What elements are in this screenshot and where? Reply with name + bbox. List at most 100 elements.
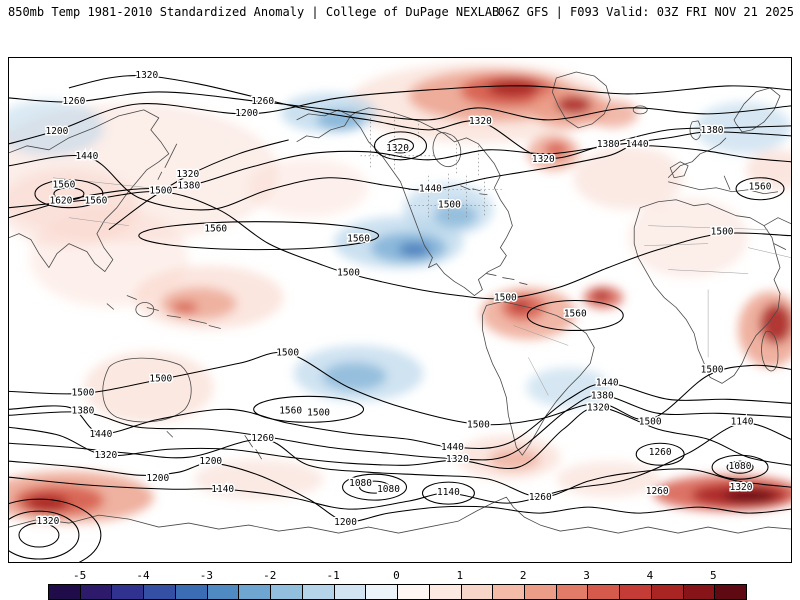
colorbar-segment: [144, 585, 176, 599]
contour-label: 1320: [386, 143, 409, 154]
contour-label: 1320: [730, 482, 753, 493]
contour-label: 1560: [749, 182, 772, 193]
colorbar-tick: 1: [456, 569, 464, 582]
colorbar-segment: [525, 585, 557, 599]
height-contour-closed: [34, 179, 104, 209]
contour-label: 1320: [469, 116, 492, 127]
anomaly-blob: [171, 301, 198, 314]
anomaly-blob: [628, 197, 749, 278]
contour-label: 1260: [649, 447, 672, 458]
colorbar-tick: -5: [73, 569, 87, 582]
contour-label: 1320: [176, 169, 199, 180]
colorbar-segment: [80, 585, 113, 599]
colorbar-segment: [175, 585, 208, 599]
height-contour-line: [9, 382, 791, 450]
colorbar-segment: [620, 585, 652, 599]
colorbar-tick: -1: [326, 569, 340, 582]
contour-label: 1260: [63, 96, 86, 107]
height-contour-line: [9, 460, 791, 523]
contour-label: 1440: [596, 377, 619, 388]
contour-label: 1080: [729, 461, 752, 472]
colorbar-segment: [302, 585, 335, 599]
height-contour-line: [9, 91, 791, 121]
anomaly-blob: [746, 149, 791, 190]
contour-label: 1080: [349, 478, 372, 489]
contour-label: 1200: [46, 126, 69, 137]
anomaly-blob: [573, 145, 684, 210]
contour-label: 1560: [84, 196, 107, 207]
contour-label: 1500: [701, 364, 724, 375]
contour-label: 1500: [276, 347, 299, 358]
contour-label: 1320: [37, 516, 60, 527]
height-contour-line: [9, 145, 791, 211]
colorbar-segment: [461, 585, 494, 599]
contour-label: 1320: [587, 402, 610, 413]
contour-label: 1500: [337, 268, 360, 279]
contour-label: 1380: [597, 139, 620, 150]
contour-label: 1380: [71, 405, 94, 416]
contour-label: 1500: [438, 200, 461, 211]
model-run-info: 06Z GFS | F093 Valid: 03Z FRI NOV 21 202…: [497, 5, 794, 19]
anomaly-blob: [248, 157, 369, 218]
colorbar-tick: -2: [263, 569, 277, 582]
colorbar-segment: [493, 585, 526, 599]
contour-label: 1380: [701, 125, 724, 136]
contour-label: 1440: [89, 429, 112, 440]
colorbar-bar: [48, 584, 747, 600]
anomaly-blob: [586, 99, 639, 128]
contour-label: 1200: [199, 456, 222, 467]
height-contour-closed: [253, 395, 365, 423]
contour-label: 1500: [307, 407, 330, 418]
contour-label: 1560: [564, 308, 587, 319]
colorbar-segment: [239, 585, 272, 599]
contour-label: 1500: [639, 416, 662, 427]
contour-label: 1500: [467, 419, 490, 430]
height-contour-line: [9, 406, 791, 469]
height-contour-closed: [421, 481, 475, 505]
height-contour-line: [9, 394, 791, 461]
contour-label: 1260: [251, 433, 274, 444]
colorbar-segment: [651, 585, 684, 599]
contour-label: 1620: [50, 196, 73, 207]
colorbar-tick: 3: [583, 569, 590, 582]
contour-label: 1140: [437, 487, 460, 498]
map-area: 1320 1260 1260 1200 1200 1440 1320 1380 1560 1620…: [8, 57, 792, 563]
colorbar-segment: [715, 585, 747, 599]
colorbar-segment: [366, 585, 399, 599]
contour-label: 1500: [149, 373, 172, 384]
coastlines: [9, 71, 791, 534]
colorbar-segment: [271, 585, 303, 599]
colorbar-tick: 5: [709, 569, 717, 582]
contour-label: 1380: [591, 390, 614, 401]
contour-label: 1500: [149, 186, 172, 197]
height-contour-closed: [726, 460, 754, 474]
contour-label: 1260: [251, 96, 274, 107]
anomaly-blob: [28, 207, 189, 308]
contour-label: 1200: [146, 473, 169, 484]
height-contour-closed: [374, 131, 427, 161]
anomaly-blob: [160, 287, 237, 320]
colorbar-tick: 0: [393, 569, 400, 582]
contour-label: 1560: [53, 180, 76, 191]
colorbar-tick: -3: [199, 569, 214, 582]
height-contours: [9, 75, 791, 562]
colorbar-segment: [556, 585, 589, 599]
height-contour-line: [9, 190, 791, 300]
contour-label: 1140: [211, 484, 234, 495]
colorbar-segment: [683, 585, 716, 599]
contour-label: 1440: [626, 139, 649, 150]
height-contour-line: [9, 351, 791, 426]
contour-label: 1440: [441, 442, 464, 453]
height-contour-closed: [526, 299, 624, 331]
contour-label: 1320: [446, 454, 469, 465]
height-contour-line: [9, 131, 791, 219]
height-contour-line: [9, 85, 791, 145]
colorbar-segment: [49, 585, 81, 599]
contour-label: 1080: [377, 484, 400, 495]
anomaly-blob: [760, 303, 791, 344]
contour-label: 1320: [94, 450, 117, 461]
contour-label: 1200: [235, 108, 258, 119]
contour-label: 1560: [279, 405, 302, 416]
